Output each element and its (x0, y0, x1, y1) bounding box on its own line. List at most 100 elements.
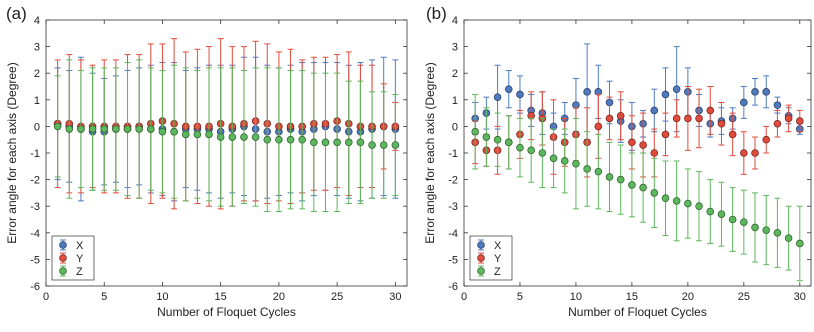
y-tick-label: 1 (34, 95, 40, 107)
legend-label: Z (76, 266, 83, 278)
legend-marker (59, 267, 67, 275)
y-tick-label: 3 (452, 42, 458, 54)
data-point (628, 138, 636, 147)
y-tick-label: 0 (452, 121, 458, 133)
data-point (549, 154, 558, 163)
y-tick-label: -2 (448, 175, 458, 187)
y-tick-label: -2 (30, 175, 40, 187)
data-point (717, 119, 726, 128)
data-point (740, 149, 748, 157)
y-axis-label: Error angle for each axis (Degree) (5, 62, 19, 243)
data-point (240, 133, 248, 141)
legend-label: Z (494, 266, 501, 278)
data-point (344, 138, 353, 147)
data-point (717, 210, 726, 218)
x-tick-label: 15 (626, 291, 638, 303)
data-point (135, 125, 143, 133)
data-point (263, 135, 272, 144)
data-point (158, 127, 167, 136)
data-point (650, 106, 659, 115)
data-point (493, 135, 502, 144)
data-point (538, 149, 547, 157)
panel-label: (a) (6, 4, 27, 23)
data-point (740, 98, 748, 107)
data-point (572, 159, 580, 168)
y-tick-label: -1 (30, 148, 40, 160)
panel-a: (a) 0 5 10 15 20 25 30 -6 -5 -4 -3 -2 -1 0 1 2 3 4 Number o… (5, 4, 408, 319)
data-point (628, 181, 636, 189)
data-point (88, 125, 97, 133)
data-point (728, 130, 737, 139)
data-point (65, 125, 74, 133)
legend-box (51, 235, 95, 281)
data-point (796, 117, 804, 125)
y-tick-label: -6 (448, 281, 458, 293)
y-tick-label: 2 (452, 68, 458, 80)
data-point (583, 88, 591, 96)
y-axis-label: Error angle for each axis (Degree) (423, 62, 437, 243)
series-z (471, 93, 804, 282)
data-point (298, 135, 306, 144)
legend-marker (477, 267, 485, 275)
data-point (784, 234, 793, 242)
data-point (391, 141, 400, 149)
data-point (751, 88, 759, 96)
x-tick-label: 25 (738, 291, 750, 303)
legend-box (469, 235, 513, 281)
data-point (310, 138, 318, 147)
data-point (605, 114, 614, 123)
data-point (751, 223, 759, 232)
data-point (504, 85, 513, 93)
data-point (251, 133, 260, 141)
data-point (684, 114, 692, 123)
data-point (379, 141, 388, 149)
data-point (684, 199, 692, 208)
legend-label: Y (76, 253, 84, 265)
data-point (286, 135, 295, 144)
data-point (773, 119, 782, 128)
panel-label: (b) (426, 4, 447, 23)
x-tick-label: 5 (101, 291, 107, 303)
data-point (639, 183, 647, 192)
y-tick-label: -3 (448, 201, 458, 213)
data-point (216, 133, 225, 141)
legend-label: X (494, 240, 502, 252)
x-tick-label: 30 (794, 291, 806, 303)
data-point (695, 202, 703, 211)
y-tick-label: 4 (452, 15, 458, 27)
legend-marker (59, 241, 67, 249)
data-point (740, 218, 748, 226)
data-point (762, 135, 771, 144)
y-tick-label: -4 (448, 228, 458, 240)
data-point (368, 141, 376, 149)
legend-label: Y (494, 253, 502, 265)
data-point (321, 138, 330, 147)
panel-b: (b) 0 5 10 15 20 25 30 -6 -5 -4 -3 -2 -1 0 1 2 3 4 Number o… (423, 4, 812, 319)
data-point (672, 114, 681, 123)
plot-frame (45, 19, 408, 287)
data-point (661, 90, 670, 99)
data-point (796, 239, 804, 248)
y-tick-label: -4 (30, 228, 40, 240)
data-point (661, 194, 670, 203)
data-point (228, 133, 237, 141)
x-tick-label: 30 (389, 291, 401, 303)
data-point (504, 138, 513, 147)
data-point (527, 146, 535, 155)
data-point (594, 167, 603, 176)
data-point (516, 143, 524, 152)
data-point (100, 125, 109, 133)
x-tick-label: 20 (273, 291, 285, 303)
data-point (616, 175, 625, 184)
data-point (672, 197, 681, 205)
x-axis-label: Number of Floquet Cycles (157, 305, 296, 319)
x-tick-label: 10 (156, 291, 168, 303)
data-point (482, 133, 491, 141)
x-axis-label: Number of Floquet Cycles (568, 305, 707, 319)
data-point (333, 138, 341, 147)
y-tick-label: 4 (34, 15, 40, 27)
series-z (53, 59, 400, 213)
y-tick-label: -1 (448, 148, 458, 160)
data-point (77, 125, 85, 133)
data-point (147, 125, 155, 133)
